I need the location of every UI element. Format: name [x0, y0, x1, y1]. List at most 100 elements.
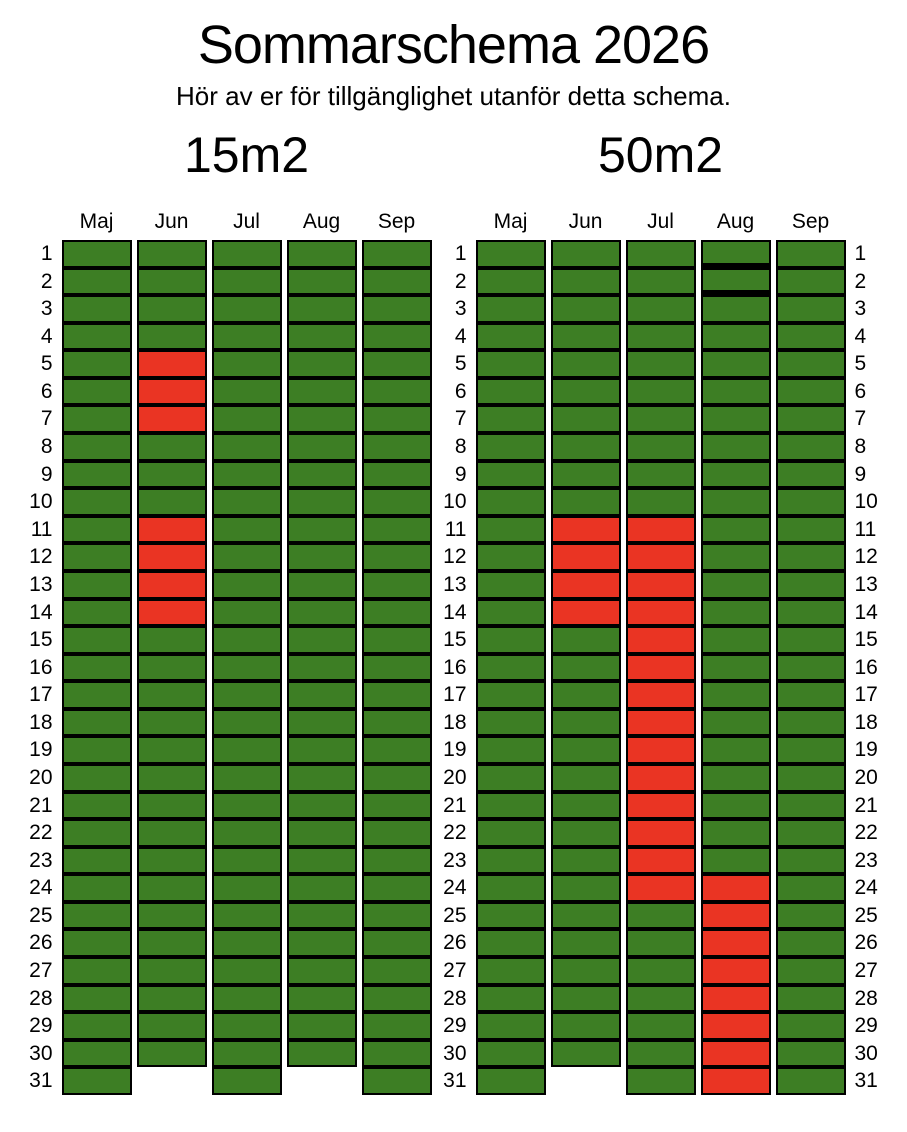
day-cell-15m2-Aug-24	[286, 874, 357, 902]
day-cell-15m2-Sep-19	[361, 736, 432, 764]
day-number-30: 30	[443, 1041, 467, 1065]
day-cell-50m2-Aug-22	[700, 819, 771, 847]
day-cell-15m2-Maj-30	[61, 1039, 132, 1068]
day-number-19: 19	[443, 738, 467, 762]
grid-title-50m2: 50m2	[597, 127, 724, 183]
day-cell-50m2-Maj-8	[475, 433, 546, 461]
day-cell-15m2-Jun-14	[136, 598, 207, 627]
day-number-column-right: 1 2 3 4 5 6 7 8 9 10 11 12 13 14 15 16 17 18 19 20 21 22 23 24 2…	[846, 240, 890, 1095]
day-cell-15m2-Jun-1	[136, 240, 207, 268]
day-number-4: 4	[854, 324, 867, 348]
day-cell-50m2-Aug-21	[700, 791, 771, 820]
day-cell-50m2-Jun-2	[550, 267, 621, 296]
day-cell-15m2-Aug-8	[286, 433, 357, 461]
day-cell-50m2-Aug-8	[700, 433, 771, 461]
day-cell-15m2-Jun-30	[136, 1039, 207, 1068]
day-cell-50m2-Jul-1	[625, 240, 696, 268]
day-cell-50m2-Jul-30	[625, 1039, 696, 1068]
day-cell-50m2-Sep-19	[775, 736, 846, 764]
day-number-20: 20	[29, 765, 53, 789]
day-cell-15m2-Jun-28	[136, 984, 207, 1013]
day-cell-50m2-Jun-16	[550, 653, 621, 682]
day-cell-15m2-Aug-17	[286, 681, 357, 709]
day-cell-15m2-Maj-1	[61, 240, 132, 268]
day-number-31: 31	[443, 1069, 467, 1093]
day-number-8: 8	[854, 435, 867, 459]
day-cell-50m2-Aug-29	[700, 1012, 771, 1040]
day-cell-15m2-Jul-7	[211, 405, 282, 434]
day-cell-15m2-Jul-1	[211, 240, 282, 268]
day-cell-50m2-Jun-14	[550, 598, 621, 627]
day-cell-15m2-Jul-22	[211, 819, 282, 847]
day-cell-50m2-Jun-3	[550, 295, 621, 323]
day-cell-15m2-Aug-13	[286, 570, 357, 599]
day-number-1: 1	[454, 242, 467, 265]
day-cell-50m2-Aug-6	[700, 377, 771, 406]
day-number-11: 11	[444, 517, 467, 541]
day-cell-15m2-Jul-10	[211, 488, 282, 516]
day-cell-50m2-Sep-5	[775, 350, 846, 378]
month-header-row: Maj Jun Jul Aug Sep	[62, 196, 432, 240]
day-cell-grid	[61, 240, 432, 1095]
day-cell-15m2-Aug-10	[286, 488, 357, 516]
day-cell-50m2-Jun-20	[550, 763, 621, 792]
day-cell-15m2-Maj-23	[61, 846, 132, 875]
day-cell-50m2-Aug-31	[700, 1067, 771, 1095]
day-cell-15m2-Aug-1	[286, 240, 357, 268]
day-cell-15m2-Sep-16	[361, 653, 432, 682]
day-number-19: 19	[854, 738, 878, 762]
day-cell-50m2-Maj-2	[475, 267, 546, 296]
day-cell-50m2-Jul-22	[625, 819, 696, 847]
day-cell-15m2-Maj-26	[61, 929, 132, 958]
day-number-17: 17	[29, 683, 53, 707]
day-cell-50m2-Jul-27	[625, 957, 696, 985]
day-number-18: 18	[443, 710, 467, 734]
day-cell-50m2-Sep-24	[775, 874, 846, 902]
day-cell-15m2-Maj-22	[61, 819, 132, 847]
day-cell-15m2-Jun-10	[136, 488, 207, 516]
day-cell-15m2-Jul-24	[211, 874, 282, 902]
day-number-21: 21	[854, 793, 878, 817]
day-cell-15m2-Maj-3	[61, 295, 132, 323]
day-cell-50m2-Maj-21	[475, 791, 546, 820]
calendar-grid-15m2: 15m2 Maj Jun Jul Aug Sep	[61, 122, 432, 1095]
day-cell-15m2-Maj-20	[61, 763, 132, 792]
day-cell-15m2-Jul-4	[211, 322, 282, 351]
day-number-18: 18	[854, 710, 878, 734]
day-cell-50m2-Jun-18	[550, 708, 621, 737]
day-cell-50m2-Jun-12	[550, 543, 621, 571]
day-cell-50m2-Maj-6	[475, 377, 546, 406]
day-cell-50m2-Sep-15	[775, 626, 846, 654]
day-cell-15m2-Jun-21	[136, 791, 207, 820]
day-cell-15m2-Jun-9	[136, 460, 207, 489]
day-cell-15m2-Aug-29	[286, 1012, 357, 1040]
day-cell-50m2-Jun-30	[550, 1039, 621, 1068]
day-cell-50m2-Jun-26	[550, 929, 621, 958]
day-cell-50m2-Sep-9	[775, 460, 846, 489]
day-cell-15m2-Aug-18	[286, 708, 357, 737]
day-number-5: 5	[854, 352, 867, 376]
day-cell-15m2-Maj-9	[61, 460, 132, 489]
day-cell-15m2-Sep-22	[361, 819, 432, 847]
day-cell-50m2-Jul-17	[625, 681, 696, 709]
day-number-2: 2	[40, 269, 53, 293]
day-number-21: 21	[443, 793, 467, 817]
day-cell-15m2-Sep-17	[361, 681, 432, 709]
day-number-22: 22	[443, 821, 467, 845]
day-cell-50m2-Aug-13	[700, 570, 771, 599]
day-cell-15m2-Jul-27	[211, 957, 282, 985]
day-number-3: 3	[854, 297, 867, 321]
day-cell-15m2-Aug-21	[286, 791, 357, 820]
day-cell-50m2-Aug-24	[700, 874, 771, 902]
day-cell-15m2-Aug-12	[286, 543, 357, 571]
day-cell-50m2-Jun-9	[550, 460, 621, 489]
day-number-27: 27	[29, 959, 53, 983]
day-cell-50m2-Maj-26	[475, 929, 546, 958]
day-cell-15m2-Jun-15	[136, 626, 207, 654]
day-number-29: 29	[443, 1014, 467, 1038]
month-header-Aug: Aug	[302, 210, 341, 233]
day-number-26: 26	[854, 931, 878, 955]
day-number-30: 30	[29, 1041, 53, 1065]
day-cell-15m2-Sep-31	[361, 1067, 432, 1095]
